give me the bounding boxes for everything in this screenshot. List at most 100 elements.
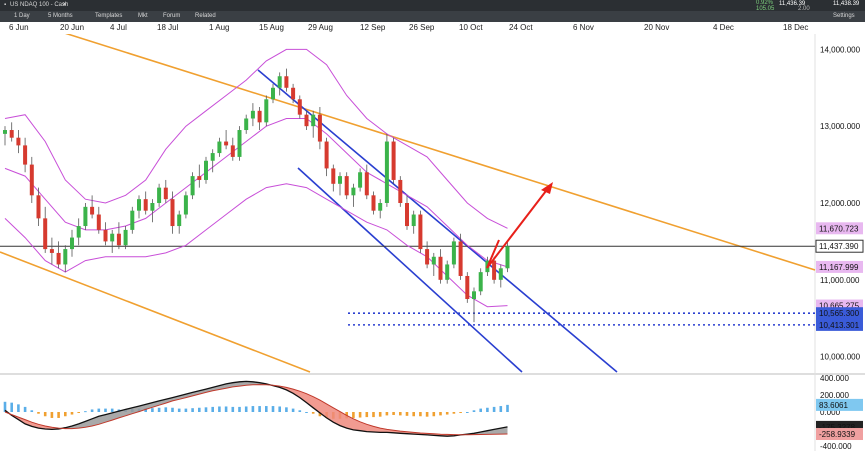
bollinger-middle-band [4, 118, 508, 268]
date-label: 1 Aug [209, 23, 230, 32]
candle-body [130, 210, 135, 230]
candle [63, 245, 68, 273]
candle [110, 229, 115, 253]
candle-body [405, 203, 409, 227]
candle [271, 83, 275, 104]
histogram-bar [177, 408, 181, 412]
candle-body [391, 141, 396, 180]
falling-channel-lower-line[interactable] [297, 167, 523, 373]
toolbar-interval[interactable]: 1 Day [14, 13, 30, 19]
histogram-bar [211, 406, 214, 412]
candle-body [465, 275, 470, 300]
candle-body [304, 114, 309, 127]
indicator-label-boxes: 83.6061 -175.3278-258.9339 [816, 398, 863, 441]
histogram-bar [305, 412, 308, 413]
candle-body [271, 87, 275, 100]
candle-body [425, 249, 430, 265]
histogram-bar [23, 406, 27, 412]
candle-body [384, 141, 389, 203]
histogram-bar [425, 412, 429, 417]
candle [76, 218, 81, 246]
histogram-bar [144, 408, 147, 412]
forecast-arrow[interactable] [486, 182, 553, 269]
histogram-bar [164, 407, 168, 412]
histogram-bar [372, 412, 375, 418]
date-label: 29 Aug [308, 23, 333, 32]
indicator-tick-label: 0.000 [820, 408, 841, 417]
candle-body [344, 176, 349, 196]
candle [210, 149, 215, 173]
indicator-macd-line [4, 380, 508, 437]
toolbar-mkt[interactable]: Mkt [138, 13, 148, 19]
price-label-box: 11,167.999 [816, 260, 863, 273]
toolbar-related[interactable]: Related [195, 13, 216, 19]
histogram-bar [43, 412, 47, 417]
candle-body [190, 176, 195, 196]
candle [197, 164, 202, 188]
histogram-bar [171, 407, 174, 412]
close-icon[interactable]: ✕ [62, 2, 68, 8]
candle [23, 137, 28, 173]
upper-trend-channel-line[interactable] [54, 29, 816, 271]
histogram-bar [479, 408, 482, 412]
toolbar-templates[interactable]: Templates [95, 13, 123, 19]
ask-price[interactable]: 11,438.39 [833, 1, 860, 7]
histogram-bar [492, 406, 496, 412]
candle-body [170, 199, 175, 227]
price-label-text: 11,167.999 [819, 263, 859, 272]
histogram-bar [459, 412, 462, 413]
date-label: 18 Dec [783, 23, 809, 32]
histogram-bar [466, 412, 469, 413]
candle-body [411, 214, 416, 227]
candle [157, 183, 162, 207]
histogram-bar [64, 412, 67, 417]
candle-body [16, 137, 21, 146]
candle-body [331, 168, 336, 184]
candle-body [183, 195, 188, 215]
date-label: 18 Jul [157, 23, 179, 32]
candle-body [49, 249, 54, 253]
candle [96, 206, 101, 234]
price-label-bg [816, 222, 863, 235]
settings-button[interactable]: Settings [833, 13, 855, 19]
change-percent: 0.92% [756, 0, 774, 6]
histogram-bar [318, 412, 322, 417]
candle [16, 130, 21, 154]
candle [217, 137, 222, 157]
bid-price[interactable]: 11,436.39 [779, 1, 806, 7]
candle [250, 103, 255, 127]
candle-body [157, 187, 162, 203]
candle-body [264, 99, 269, 123]
candle [143, 191, 148, 215]
toolbar-range[interactable]: 5 Months [48, 13, 73, 19]
histogram-bar [378, 412, 382, 417]
candle-body [250, 110, 255, 119]
candle-body [150, 203, 155, 211]
candle [36, 187, 41, 227]
candle-body [217, 141, 222, 154]
candle [451, 237, 456, 269]
histogram-bar [77, 412, 80, 413]
indicator-label-bg [816, 428, 863, 441]
candle [351, 183, 356, 207]
candle [137, 195, 141, 219]
candle-body [431, 256, 436, 265]
price-tick-label: 14,000.000 [820, 45, 861, 54]
histogram-bar [352, 412, 355, 418]
candle [190, 172, 195, 200]
candle [358, 168, 363, 192]
candle-body [230, 145, 235, 157]
candle [297, 95, 302, 119]
price-label-text: 10,565.300 [819, 309, 860, 318]
falling-channel-upper-line[interactable] [257, 69, 618, 373]
candle-body [177, 214, 182, 227]
candle [29, 156, 34, 203]
indicator-fill-negative [11, 385, 468, 437]
indicator-label-bg [816, 398, 863, 411]
histogram-bar [439, 412, 442, 416]
candle-body [324, 141, 329, 169]
toolbar-forum[interactable]: Forum [163, 13, 181, 19]
date-label: 20 Nov [644, 23, 670, 32]
lower-trend-channel-line[interactable] [0, 251, 311, 373]
